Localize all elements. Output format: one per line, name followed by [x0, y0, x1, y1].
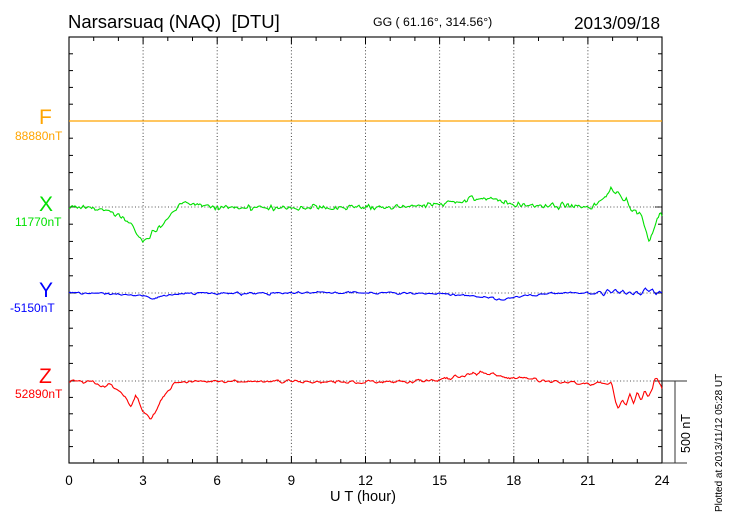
svg-text:Plotted at 2013/11/12 05:28 UT: Plotted at 2013/11/12 05:28 UT: [714, 374, 725, 512]
svg-text:500 nT: 500 nT: [679, 414, 693, 453]
